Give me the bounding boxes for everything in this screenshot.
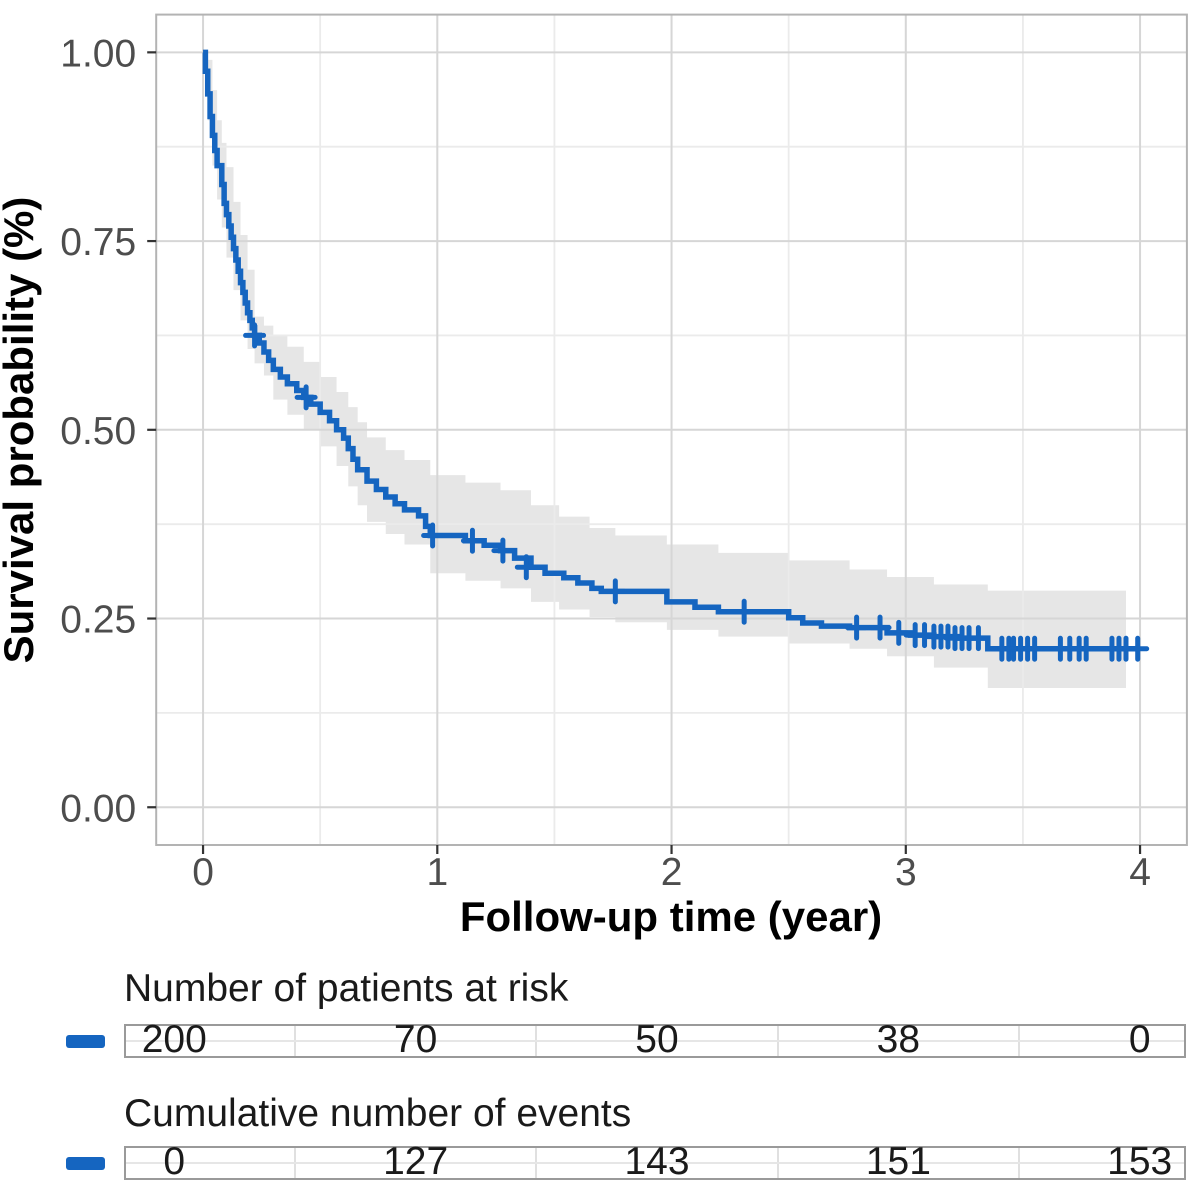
y-tick-labels: 0.00 0.25 0.50 0.75 1.00 xyxy=(60,32,136,830)
y-tick-label: 1.00 xyxy=(60,32,136,75)
censor-mark xyxy=(1023,635,1047,662)
x-tick-label: 2 xyxy=(661,851,683,894)
table-value: 200 xyxy=(141,1017,207,1061)
censor-mark xyxy=(732,598,756,625)
censor-mark xyxy=(887,619,911,646)
risk-table-title: Number of patients at risk xyxy=(124,967,569,1010)
table-value: 143 xyxy=(624,1139,690,1183)
censor-mark xyxy=(966,625,990,652)
y-tick-label: 0.00 xyxy=(60,787,136,830)
cumulative-events-row: 0 127 143 151 153 xyxy=(124,1142,1186,1181)
grid-major-lines xyxy=(156,14,1187,845)
x-axis-title: Follow-up time (year) xyxy=(460,893,882,940)
y-tick-label: 0.75 xyxy=(60,221,136,264)
censor-mark xyxy=(491,537,515,564)
censor-marks xyxy=(243,322,1150,662)
table-gridline xyxy=(126,1162,1184,1164)
x-tick-labels: 0 1 2 3 4 xyxy=(192,851,1151,894)
y-tick-label: 0.25 xyxy=(60,599,136,642)
survival-curve xyxy=(202,49,1141,652)
number-at-risk-row: 200 70 50 38 0 xyxy=(124,1020,1186,1059)
censor-mark xyxy=(603,578,627,605)
table-value: 0 xyxy=(163,1139,186,1183)
censor-mark xyxy=(243,322,267,349)
survival-step-line xyxy=(202,49,1141,652)
x-tick-label: 1 xyxy=(426,851,448,894)
censor-mark xyxy=(1074,635,1098,662)
events-table-title: Cumulative number of events xyxy=(124,1092,632,1135)
strata-legend-dash xyxy=(66,1157,105,1170)
censor-mark xyxy=(514,554,538,581)
table-value: 50 xyxy=(635,1017,679,1061)
table-value: 151 xyxy=(865,1139,931,1183)
censor-mark xyxy=(294,384,318,411)
y-axis-title: Survival probability (%) xyxy=(0,197,42,664)
y-tick-label: 0.50 xyxy=(60,410,136,453)
axis-tick-marks xyxy=(147,51,1142,854)
censor-mark xyxy=(845,614,869,641)
table-gridline xyxy=(126,1040,1184,1042)
x-tick-label: 3 xyxy=(895,851,917,894)
censor-mark xyxy=(421,522,445,549)
x-tick-label: 0 xyxy=(192,851,214,894)
table-value: 70 xyxy=(393,1017,438,1061)
survival-plot: 0 1 2 3 4 0.00 0.25 0.50 0.75 1.00 Follow-up tim… xyxy=(0,13,1188,940)
table-value: 0 xyxy=(1128,1017,1151,1061)
censor-mark xyxy=(460,527,484,554)
x-tick-label: 4 xyxy=(1129,851,1151,894)
table-value: 38 xyxy=(876,1017,921,1061)
table-value: 153 xyxy=(1107,1139,1173,1183)
censor-mark xyxy=(868,614,892,641)
table-value: 127 xyxy=(383,1139,449,1183)
censor-mark xyxy=(1126,635,1150,662)
strata-legend-dash xyxy=(66,1035,105,1048)
